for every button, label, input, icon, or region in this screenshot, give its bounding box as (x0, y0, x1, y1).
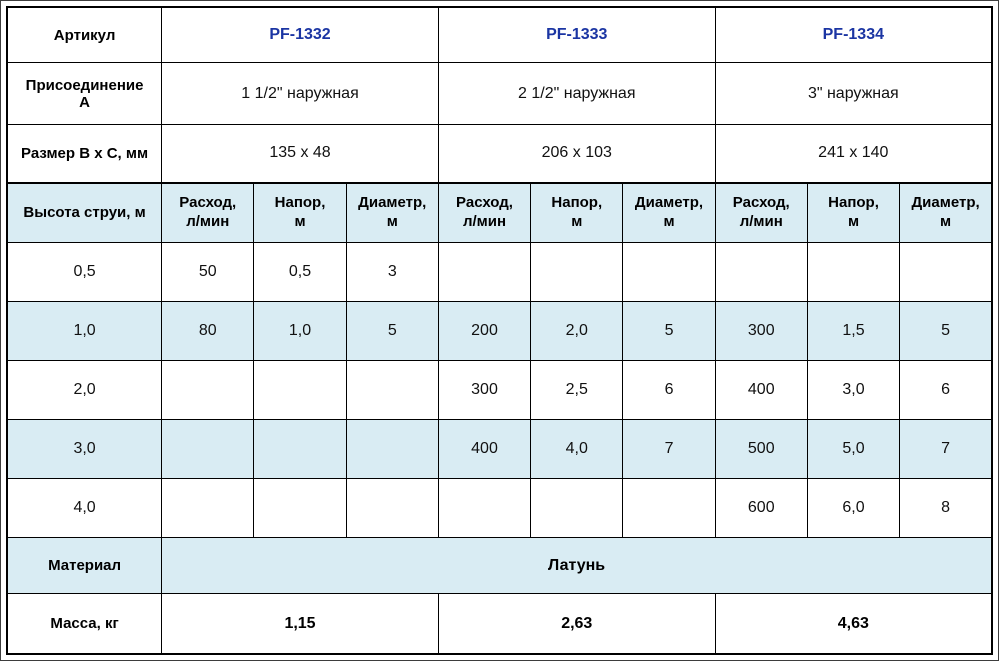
data-cell: 5 (345, 301, 439, 361)
data-cell (530, 477, 624, 538)
row-material: Материал Латунь (6, 536, 993, 595)
data-cell (714, 242, 808, 303)
jet-height-value: 2,0 (6, 359, 163, 420)
data-cell: 500 (714, 418, 808, 479)
jet-height-value: 3,0 (6, 418, 163, 479)
row-jet-height-3-0: 3,0 400 4,0 7 500 5,0 7 (6, 418, 993, 479)
row-connection: Присоединение А 1 1/2" наружная 2 1/2" н… (6, 62, 993, 126)
header-flow-pf-1333: Расход, л/мин (437, 181, 532, 244)
data-cell: 1,5 (806, 301, 901, 361)
data-cell (161, 359, 255, 420)
data-cell (530, 242, 624, 303)
data-cell: 5 (899, 301, 993, 361)
connection-pf-1332: 1 1/2" наружная (161, 62, 439, 126)
data-cell: 50 (161, 242, 255, 303)
data-cell (345, 418, 439, 479)
data-cell (622, 477, 716, 538)
header-flow-pf-1332: Расход, л/мин (161, 181, 255, 244)
row-jet-height-0-5: 0,5 50 0,5 3 (6, 242, 993, 303)
data-cell: 600 (714, 477, 808, 538)
data-cell: 5 (622, 301, 716, 361)
data-cell (437, 477, 532, 538)
article-pf-1333: PF-1333 (437, 6, 716, 64)
row-mass: Масса, кг 1,15 2,63 4,63 (6, 593, 993, 655)
row-label-article: Артикул (6, 6, 163, 64)
data-cell: 6 (899, 359, 993, 420)
row-column-headers: Высота струи, м Расход, л/мин Напор, м Д… (6, 181, 993, 244)
jet-height-value: 0,5 (6, 242, 163, 303)
data-cell: 200 (437, 301, 532, 361)
row-size: Размер В х С, мм 135 x 48 206 x 103 241 … (6, 124, 993, 184)
header-flow-pf-1334: Расход, л/мин (714, 181, 808, 244)
row-label-material: Материал (6, 536, 163, 595)
row-label-mass: Масса, кг (6, 593, 163, 655)
header-diameter-pf-1333: Диаметр, м (622, 181, 716, 244)
data-cell (622, 242, 716, 303)
jet-height-value: 4,0 (6, 477, 163, 538)
data-cell: 3 (345, 242, 439, 303)
data-cell: 8 (899, 477, 993, 538)
material-value: Латунь (161, 536, 993, 595)
data-cell: 400 (437, 418, 532, 479)
data-cell: 0,5 (253, 242, 347, 303)
data-cell: 4,0 (530, 418, 624, 479)
product-spec-table: Артикул PF-1332 PF-1333 PF-1334 Присоеди… (6, 6, 993, 655)
header-head-pf-1333: Напор, м (530, 181, 624, 244)
row-label-connection: Присоединение А (6, 62, 163, 126)
data-cell: 3,0 (806, 359, 901, 420)
header-head-pf-1332: Напор, м (253, 181, 347, 244)
data-cell (253, 418, 347, 479)
data-cell: 6,0 (806, 477, 901, 538)
data-cell: 80 (161, 301, 255, 361)
data-cell: 7 (899, 418, 993, 479)
row-article: Артикул PF-1332 PF-1333 PF-1334 (6, 6, 993, 64)
data-cell: 2,5 (530, 359, 624, 420)
header-diameter-pf-1332: Диаметр, м (345, 181, 439, 244)
data-cell: 2,0 (530, 301, 624, 361)
size-pf-1334: 241 x 140 (714, 124, 993, 184)
jet-height-value: 1,0 (6, 301, 163, 361)
row-jet-height-1-0: 1,0 80 1,0 5 200 2,0 5 300 1,5 5 (6, 301, 993, 361)
data-cell: 6 (622, 359, 716, 420)
data-cell (161, 418, 255, 479)
article-pf-1334: PF-1334 (714, 6, 993, 64)
data-cell (437, 242, 532, 303)
data-cell: 300 (714, 301, 808, 361)
size-pf-1332: 135 x 48 (161, 124, 439, 184)
row-jet-height-4-0: 4,0 600 6,0 8 (6, 477, 993, 538)
mass-pf-1333: 2,63 (437, 593, 716, 655)
data-cell (899, 242, 993, 303)
data-cell (806, 242, 901, 303)
data-cell: 1,0 (253, 301, 347, 361)
row-label-size: Размер В х С, мм (6, 124, 163, 184)
mass-pf-1334: 4,63 (714, 593, 993, 655)
article-pf-1332: PF-1332 (161, 6, 439, 64)
row-label-jet-height: Высота струи, м (6, 181, 163, 244)
data-cell (253, 477, 347, 538)
data-cell: 300 (437, 359, 532, 420)
row-jet-height-2-0: 2,0 300 2,5 6 400 3,0 6 (6, 359, 993, 420)
data-cell: 5,0 (806, 418, 901, 479)
mass-pf-1332: 1,15 (161, 593, 439, 655)
data-cell (345, 477, 439, 538)
data-cell (345, 359, 439, 420)
connection-pf-1334: 3" наружная (714, 62, 993, 126)
data-cell (253, 359, 347, 420)
data-cell: 400 (714, 359, 808, 420)
data-cell (161, 477, 255, 538)
size-pf-1333: 206 x 103 (437, 124, 716, 184)
header-head-pf-1334: Напор, м (806, 181, 901, 244)
header-diameter-pf-1334: Диаметр, м (899, 181, 993, 244)
connection-pf-1333: 2 1/2" наружная (437, 62, 716, 126)
data-cell: 7 (622, 418, 716, 479)
